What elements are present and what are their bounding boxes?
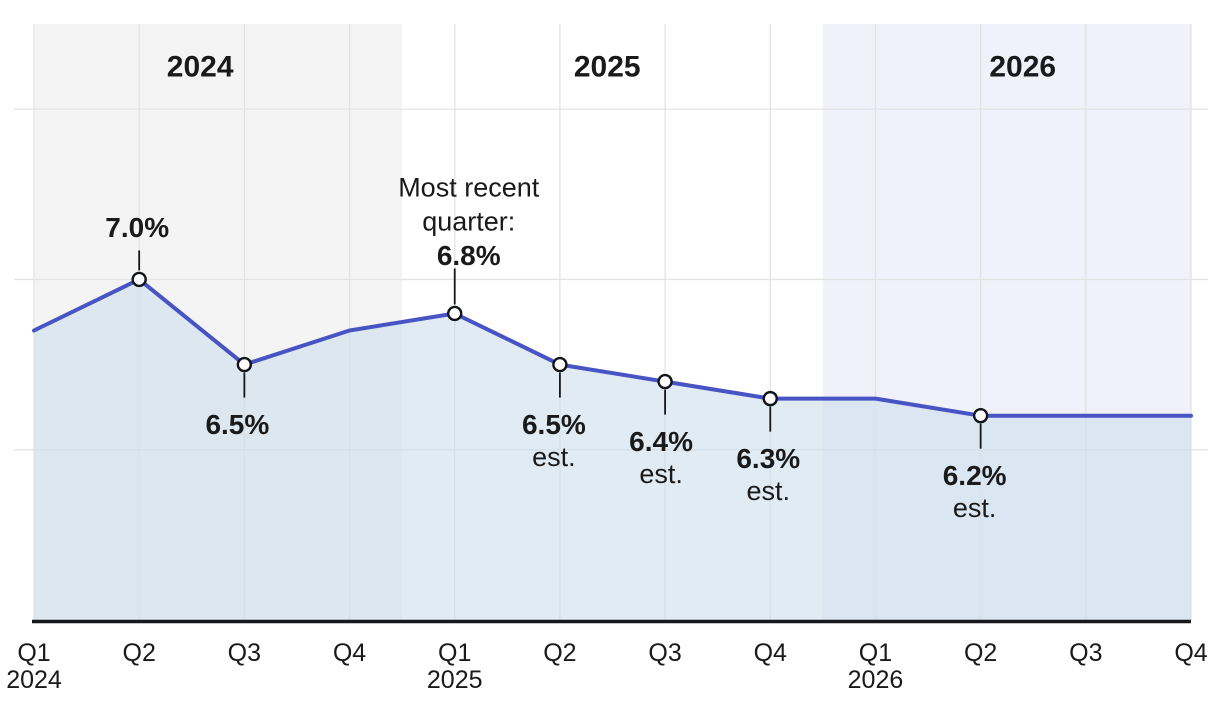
x-axis-label-Q3 2024: Q3 <box>228 639 261 667</box>
annotation-Q1 2025-line2: quarter: <box>422 206 515 236</box>
x-axis-label-Q1 2026: Q1 <box>859 639 892 667</box>
x-axis-year-label-2024: 2024 <box>6 666 62 694</box>
annotation-Q2 2025-line1: 6.5% <box>522 409 586 440</box>
area-fill <box>34 279 1191 620</box>
x-axis-label-Q2 2026: Q2 <box>964 639 997 667</box>
annotation-Q2 2025-line2: est. <box>532 442 576 472</box>
annotation-Q1 2025-line1: Most recent <box>398 172 540 202</box>
data-point-marker-Q2 2025 <box>552 356 568 373</box>
annotation-Q4 2025-line2: est. <box>747 476 791 506</box>
data-point-marker-Q2 2024 <box>131 271 147 288</box>
annotation-Q2 2026-line1: 6.2% <box>943 460 1007 491</box>
annotation-Q3 2025-line2: est. <box>639 459 683 489</box>
year-header-2026: 2026 <box>989 51 1056 84</box>
x-axis-label-Q4 2026: Q4 <box>1174 639 1207 667</box>
year-header-2025: 2025 <box>574 51 641 84</box>
x-axis-label-Q3 2025: Q3 <box>648 639 681 667</box>
year-header-2024: 2024 <box>167 51 234 84</box>
data-point-marker-Q3 2024 <box>236 356 253 373</box>
x-axis-label-Q1 2025: Q1 <box>438 639 471 667</box>
annotation-Q4 2025-line1: 6.3% <box>736 443 800 474</box>
data-point-marker-Q1 2025 <box>447 305 463 322</box>
x-axis-label-Q2 2024: Q2 <box>123 639 156 667</box>
x-axis-label-Q1 2024: Q1 <box>17 639 50 667</box>
x-axis-label-Q4 2024: Q4 <box>333 639 366 667</box>
data-point-marker-Q2 2026 <box>972 407 989 424</box>
annotation-Q3 2024-line1: 6.5% <box>205 409 269 440</box>
annotation-Q1 2025-line3: 6.8% <box>437 240 501 271</box>
data-point-marker-Q4 2025 <box>762 390 778 407</box>
data-point-marker-Q3 2025 <box>657 373 673 390</box>
annotation-Q3 2025-line1: 6.4% <box>629 426 693 457</box>
x-axis-year-label-2026: 2026 <box>848 666 904 694</box>
annotation-Q2 2026-line2: est. <box>953 493 997 523</box>
x-axis-label-Q4 2025: Q4 <box>754 639 787 667</box>
x-axis-label-Q2 2025: Q2 <box>543 639 576 667</box>
x-axis-label-Q3 2026: Q3 <box>1069 639 1102 667</box>
annotation-Q2 2024-line1: 7.0% <box>105 212 169 243</box>
trend-line <box>32 277 1193 418</box>
x-axis-year-label-2025: 2025 <box>427 666 483 694</box>
